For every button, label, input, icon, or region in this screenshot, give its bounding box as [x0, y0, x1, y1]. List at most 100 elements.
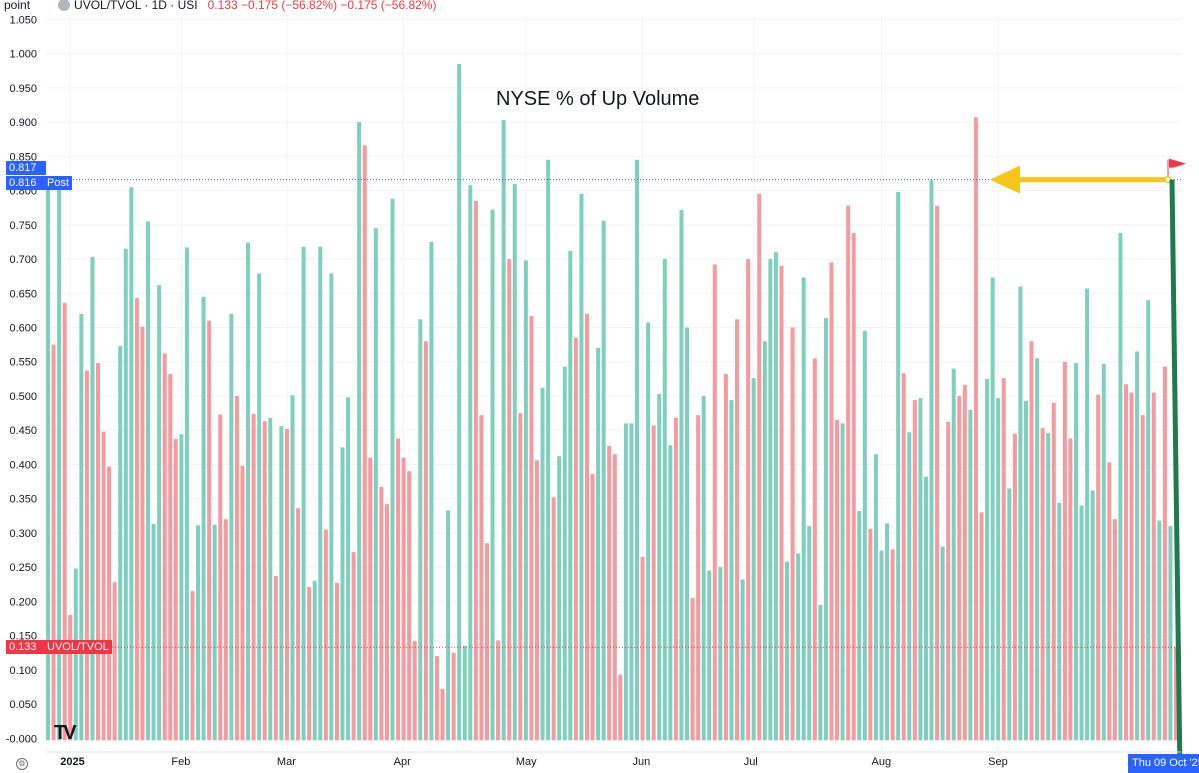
bar: [507, 259, 512, 741]
annotation-arrow-head: [990, 165, 1020, 194]
bar: [107, 466, 112, 741]
bar: [301, 246, 306, 741]
bar: [1140, 415, 1145, 741]
bar: [973, 117, 978, 741]
y-tick-label: 0.700: [9, 254, 37, 266]
bar: [134, 298, 139, 741]
bar: [284, 428, 289, 741]
bar: [1040, 428, 1045, 741]
change-label: 0.133 −0.175 (−56.82%) −0.175 (−56.82%): [207, 0, 437, 12]
bar: [1129, 392, 1134, 741]
bar: [1057, 502, 1062, 741]
bar: [1035, 358, 1040, 741]
y-tick-label: 0.150: [9, 631, 37, 643]
bar: [162, 353, 167, 741]
bar: [573, 337, 578, 741]
bar: [518, 413, 523, 741]
bar: [618, 674, 623, 741]
bar: [768, 259, 773, 741]
bar: [1029, 341, 1034, 741]
bar: [473, 200, 478, 741]
bar: [1157, 520, 1162, 741]
x-tick-label: 2025: [60, 756, 85, 768]
bar: [151, 524, 156, 741]
bar: [701, 395, 706, 741]
bar: [90, 256, 95, 741]
bar: [746, 259, 751, 741]
bar: [307, 586, 312, 741]
bar: [601, 220, 606, 741]
bar: [407, 471, 412, 741]
bar: [312, 580, 317, 741]
bar: [351, 552, 356, 741]
bar: [1090, 490, 1095, 741]
y-tick-label: 0.450: [9, 425, 37, 437]
bar: [440, 689, 445, 741]
bar: [1146, 300, 1151, 741]
bar: [696, 415, 701, 741]
bar: [1073, 363, 1078, 741]
bar: [785, 561, 790, 741]
bar: [762, 341, 767, 741]
bar: [529, 315, 534, 741]
y-tick-label: 0.950: [9, 83, 37, 95]
bar: [384, 504, 389, 741]
settings-icon[interactable]: ⚙: [16, 758, 28, 770]
bar: [1173, 647, 1179, 741]
bar: [112, 582, 117, 741]
bar: [240, 465, 245, 741]
bar: [835, 419, 840, 741]
bar: [623, 423, 628, 741]
bar: [290, 395, 295, 741]
bar: [635, 159, 640, 741]
bar: [129, 187, 134, 741]
bar: [873, 454, 878, 741]
y-tick-label: 0.750: [9, 220, 37, 232]
y-tick-label: 1.000: [9, 49, 37, 61]
bar: [1101, 363, 1106, 741]
bar: [1012, 433, 1017, 741]
bar: [968, 409, 973, 741]
bar: [1018, 286, 1023, 741]
y-tick-label: -0.000: [6, 733, 37, 745]
bar: [234, 395, 239, 741]
bar: [57, 183, 62, 741]
annotation-anchor: [1164, 175, 1172, 184]
bar: [190, 591, 195, 741]
bar: [362, 145, 367, 741]
bar: [207, 320, 212, 741]
y-tick-label: 0.100: [9, 665, 37, 677]
bar: [1079, 505, 1084, 741]
bar: [918, 398, 923, 741]
bar: [268, 417, 273, 741]
bar: [479, 415, 484, 741]
bar: [657, 393, 662, 741]
bar: [879, 550, 884, 741]
symbol-label[interactable]: UVOL/TVOL · 1D · USI: [74, 0, 198, 12]
bar: [801, 277, 806, 741]
bar: [279, 426, 284, 741]
y-tick-label: 0.250: [9, 562, 37, 574]
bar: [368, 457, 373, 741]
bar: [812, 358, 817, 741]
bar: [796, 553, 801, 741]
bar: [1023, 400, 1028, 741]
bar: [751, 378, 756, 741]
bar: [818, 604, 823, 741]
bar: [51, 344, 56, 741]
bar: [740, 579, 745, 741]
bar: [329, 273, 334, 741]
bar: [434, 656, 439, 741]
high-value-badge: 0.817: [6, 161, 46, 175]
bar: [229, 313, 234, 741]
bar: [790, 327, 795, 741]
bar: [668, 445, 673, 741]
bar: [723, 374, 728, 741]
bar: [534, 460, 539, 741]
bar: [373, 228, 378, 741]
bar: [423, 341, 428, 741]
bar: [168, 374, 173, 741]
bar: [412, 641, 417, 741]
bar: [979, 512, 984, 741]
